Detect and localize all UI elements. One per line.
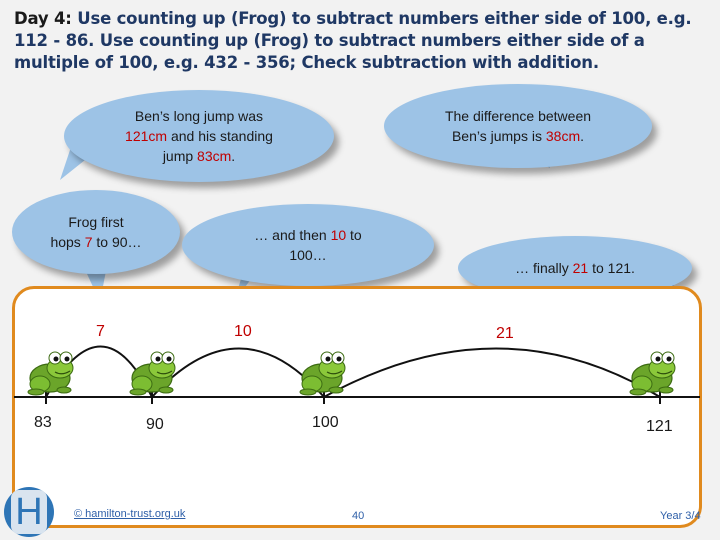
bubble-text: The difference between: [444, 108, 592, 124]
frog-icon: [299, 351, 346, 396]
number-label-83: 83: [34, 414, 52, 431]
jump-value: 21: [572, 260, 589, 276]
bubble-text: … finally: [515, 260, 573, 276]
title-text: Use counting up (Frog) to subtract numbe…: [14, 9, 692, 72]
bubble-text: to 90…: [92, 234, 142, 250]
number-label-100: 100: [312, 414, 339, 431]
number-label-121: 121: [646, 418, 673, 435]
bubble-text: .: [231, 148, 236, 164]
jump-label-21: 21: [496, 325, 514, 342]
title-day-label: Day 4:: [14, 9, 72, 28]
jump-label-10: 10: [234, 323, 252, 340]
bubble-text: hops: [50, 234, 85, 250]
jump-value: 7: [84, 234, 93, 250]
bubble-text: jump: [162, 148, 198, 164]
jump-label-7: 7: [96, 323, 105, 340]
bubble-text: Frog first: [68, 214, 124, 230]
bubble-text: to 121.: [588, 260, 635, 276]
bubble-text: and his standing: [167, 128, 273, 144]
bubble-text: 100…: [289, 247, 327, 263]
frog-icon: [629, 351, 676, 396]
number-line-panel: [12, 286, 702, 528]
page-title: Day 4: Use counting up (Frog) to subtrac…: [14, 8, 710, 74]
logo-letter: H: [15, 490, 43, 533]
jump-arc-10: [151, 347, 325, 398]
speech-bubble-frog-first: Frog first hops 7 to 90…: [12, 190, 180, 274]
page-number: 40: [352, 510, 365, 522]
bubble-text: Ben’s jumps is: [451, 128, 546, 144]
speech-bubble-long-jump: Ben’s long jump was 121cm and his standi…: [64, 90, 334, 182]
speech-bubble-then-10: … and then 10 to 100…: [182, 204, 434, 286]
bubble-text: Ben’s long jump was: [134, 108, 264, 124]
difference-value: 38cm: [545, 128, 581, 144]
year-label: Year 3/4: [660, 510, 701, 522]
bubble-text: … and then: [254, 227, 331, 243]
hamilton-logo: H: [4, 487, 54, 537]
jump-value: 10: [330, 227, 347, 243]
number-label-90: 90: [146, 416, 164, 433]
standing-jump-value: 83cm: [197, 148, 232, 164]
bubble-text: to: [346, 227, 362, 243]
frog-icon: [27, 351, 74, 396]
long-jump-value: 121cm: [125, 128, 168, 144]
bubble-text: .: [580, 128, 584, 144]
jump-arc-21: [323, 347, 661, 398]
copyright-link[interactable]: © hamilton-trust.org.uk: [74, 508, 186, 520]
speech-bubble-difference: The difference between Ben’s jumps is 38…: [384, 84, 652, 168]
frog-icon: [129, 351, 176, 396]
